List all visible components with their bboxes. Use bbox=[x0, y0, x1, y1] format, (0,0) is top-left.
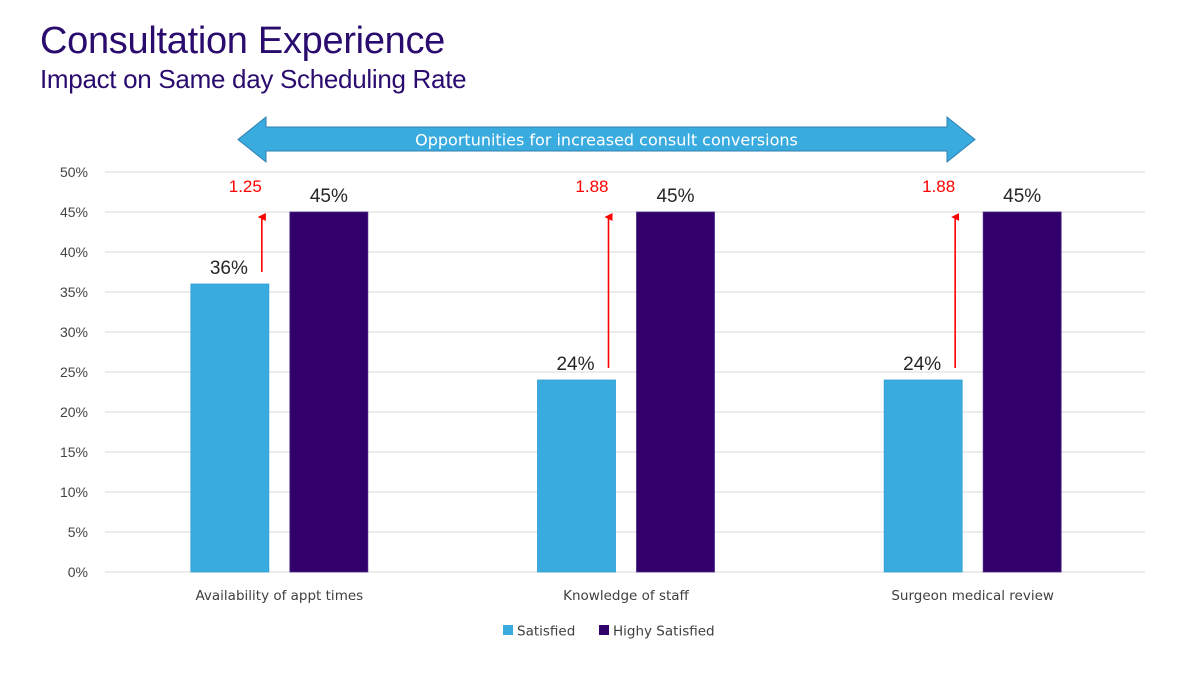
data-label: 45% bbox=[1003, 186, 1041, 207]
data-label: 24% bbox=[556, 354, 594, 375]
legend-item-satisfied: Satisfied bbox=[503, 624, 575, 640]
y-tick-label: 35% bbox=[60, 284, 88, 300]
y-tick-label: 15% bbox=[60, 444, 88, 460]
legend: Satisfied Highy Satisfied bbox=[503, 624, 715, 640]
banner-label: Opportunities for increased consult conv… bbox=[415, 131, 798, 150]
legend-swatch bbox=[599, 625, 609, 635]
y-tick-label: 20% bbox=[60, 404, 88, 420]
x-tick-label: Knowledge of staff bbox=[563, 588, 689, 604]
double-arrow-shape bbox=[237, 115, 976, 164]
y-tick-label: 40% bbox=[60, 244, 88, 260]
ratio-arrows: 1.25 1.88 1.88 bbox=[229, 177, 960, 368]
bar-highly-satisfied bbox=[289, 211, 369, 573]
legend-label: Satisfied bbox=[517, 624, 575, 640]
bar-highly-satisfied bbox=[636, 211, 715, 573]
data-label: 36% bbox=[210, 258, 248, 279]
x-tick-label: Surgeon medical review bbox=[891, 588, 1054, 604]
ratio-label: 1.88 bbox=[922, 177, 955, 196]
y-tick-label: 0% bbox=[68, 564, 88, 580]
data-label: 45% bbox=[310, 186, 348, 207]
legend-item-highly-satisfied: Highy Satisfied bbox=[599, 624, 715, 640]
bar-satisfied bbox=[537, 379, 616, 573]
ratio-label: 1.88 bbox=[575, 177, 608, 196]
ratio-label: 1.25 bbox=[229, 177, 262, 196]
data-labels: 36% 45% 24% 45% 24% 45% bbox=[210, 186, 1041, 375]
data-label: 45% bbox=[656, 186, 694, 207]
chart-subtitle: Impact on Same day Scheduling Rate bbox=[40, 64, 467, 94]
bar-satisfied bbox=[883, 379, 963, 573]
opportunities-banner-arrow: Opportunities for increased consult conv… bbox=[237, 115, 976, 164]
y-tick-label: 10% bbox=[60, 484, 88, 500]
data-label: 24% bbox=[903, 354, 941, 375]
bar-satisfied bbox=[190, 283, 270, 573]
chart-title: Consultation Experience bbox=[40, 20, 446, 62]
y-tick-label: 45% bbox=[60, 204, 88, 220]
legend-swatch bbox=[503, 625, 513, 635]
bars bbox=[190, 211, 1062, 573]
y-tick-label: 25% bbox=[60, 364, 88, 380]
gridlines bbox=[105, 171, 1145, 573]
y-tick-label: 50% bbox=[60, 164, 88, 180]
y-axis-ticks: 0% 5% 10% 15% 20% 25% 30% 35% 40% 45% 50% bbox=[60, 164, 88, 580]
y-tick-label: 30% bbox=[60, 324, 88, 340]
legend-label: Highy Satisfied bbox=[613, 624, 715, 640]
x-tick-label: Availability of appt times bbox=[195, 588, 363, 604]
x-axis-ticks: Availability of appt times Knowledge of s… bbox=[195, 588, 1053, 604]
bar-highly-satisfied bbox=[982, 211, 1062, 573]
y-tick-label: 5% bbox=[68, 524, 88, 540]
